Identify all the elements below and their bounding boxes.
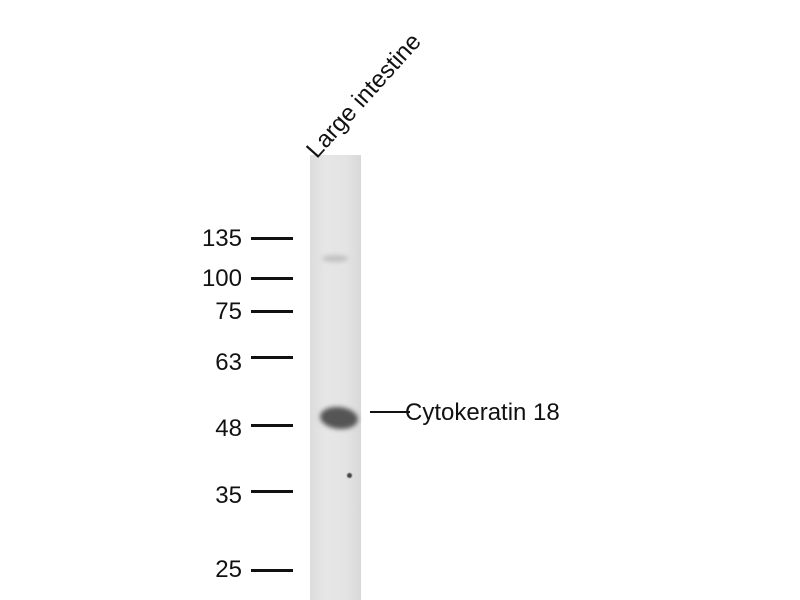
marker-label-63: 63 xyxy=(215,349,242,376)
marker-line-100 xyxy=(251,277,293,280)
marker-line-35 xyxy=(251,490,293,493)
marker-label-48: 48 xyxy=(215,415,242,442)
marker-label-100: 100 xyxy=(201,265,242,292)
marker-label-35: 35 xyxy=(215,482,242,509)
target-label: Cytokeratin 18 xyxy=(405,399,560,426)
marker-line-135 xyxy=(251,237,293,240)
blot-lane xyxy=(310,155,361,600)
marker-line-63 xyxy=(251,356,293,359)
faint-band-upper xyxy=(322,255,348,262)
marker-label-135: 135 xyxy=(201,225,242,252)
marker-label-25: 25 xyxy=(215,556,242,583)
marker-line-48 xyxy=(251,424,293,427)
marker-label-75: 75 xyxy=(215,298,242,325)
marker-line-25 xyxy=(251,569,293,572)
marker-line-75 xyxy=(251,310,293,313)
lane-label: Large intestine xyxy=(301,28,427,164)
cytokeratin-18-band xyxy=(318,405,360,431)
spot xyxy=(347,473,352,478)
target-pointer-line xyxy=(370,411,410,413)
